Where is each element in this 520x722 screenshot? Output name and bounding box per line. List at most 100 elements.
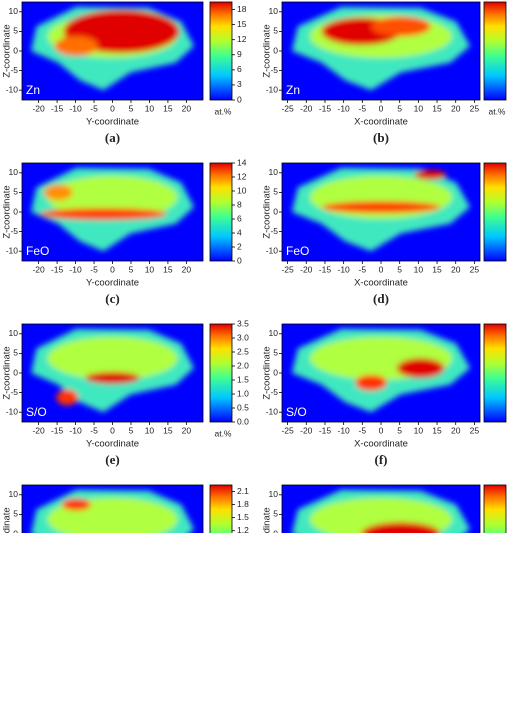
colorbar-tick-label: 2.5	[237, 346, 249, 356]
x-tick-label: 10	[145, 103, 155, 113]
x-axis-label: Y-coordinate	[86, 278, 139, 289]
y-tick-label: -5	[10, 65, 18, 75]
colorbar-tick-label: 15	[237, 19, 247, 29]
y-tick-label: 5	[13, 187, 18, 197]
species-label: S/O	[286, 405, 307, 419]
colorbar-tick-label: 0	[237, 94, 242, 104]
colorbar-unit: at.%	[488, 106, 505, 116]
x-tick-label: 10	[145, 425, 155, 435]
x-tick-label: 25	[470, 425, 480, 435]
x-tick-label: -25	[281, 425, 294, 435]
y-tick-label: 0	[13, 206, 18, 216]
colorbar	[209, 1, 233, 101]
y-tick-label: -5	[10, 387, 18, 397]
x-tick-label: 15	[163, 425, 173, 435]
x-tick-label: 10	[414, 264, 424, 274]
colorbar-tick-label: 8	[237, 199, 242, 209]
map-frame	[21, 484, 204, 533]
x-tick-label: -15	[51, 103, 64, 113]
colorbar	[483, 162, 507, 262]
x-tick-label: -20	[300, 425, 313, 435]
y-tick-label: 10	[9, 328, 19, 338]
panel: FeO -10 -5 0 5 10 Z-coordinate -20 -15 -10 -5 0 5 10 1…	[2, 157, 247, 306]
y-tick-label: 0	[273, 206, 278, 216]
y-axis-label: Z-coordinate	[262, 185, 273, 238]
colorbar-tick-label: 12	[237, 34, 247, 44]
species-label: S/O	[26, 405, 47, 419]
y-tick-label: 10	[269, 167, 279, 177]
colorbar	[209, 162, 233, 262]
x-tick-label: -10	[69, 425, 82, 435]
y-tick-label: -5	[270, 226, 278, 236]
x-tick-label: -10	[69, 264, 82, 274]
panel-label: (a)	[105, 130, 120, 145]
x-tick-label: 0	[379, 425, 384, 435]
panel-label: (b)	[373, 130, 389, 145]
sample-core	[309, 497, 453, 533]
x-tick-label: 15	[163, 103, 173, 113]
x-tick-label: 25	[470, 103, 480, 113]
x-tick-label: -25	[281, 264, 294, 274]
y-tick-label: 10	[9, 489, 19, 499]
y-tick-label: -10	[6, 245, 19, 255]
y-tick-label: 0	[273, 367, 278, 377]
colorbar-tick-label: 1.8	[237, 499, 249, 509]
map-field	[291, 167, 471, 252]
y-tick-label: 5	[13, 348, 18, 358]
x-tick-label: -20	[32, 103, 45, 113]
x-tick-label: -25	[281, 103, 294, 113]
panel: FeO -10 -5 0 5 10 Z-coordinate -25 -20 -15 -10 -5 0 5…	[262, 162, 507, 306]
colorbar-unit: at.%	[214, 106, 231, 116]
y-tick-label: 0	[13, 528, 18, 538]
hot-spot	[396, 358, 445, 378]
y-tick-label: -10	[6, 406, 19, 416]
x-tick-label: -5	[90, 425, 98, 435]
panel: 0 5 10 Z-coordinate 1.2 1.5 1.8 2.1	[2, 484, 249, 560]
y-tick-label: -5	[270, 387, 278, 397]
y-axis-label: Z-coordinate	[2, 24, 13, 77]
species-label: FeO	[26, 244, 49, 258]
panel: Zn -10 -5 0 5 10 Z-coordinate -25 -20 -15 -10 -5 0 5 1…	[262, 1, 507, 145]
x-tick-label: -10	[337, 264, 350, 274]
colorbar	[483, 484, 507, 533]
y-axis-label: Z-coordinate	[2, 507, 13, 560]
panel: 0 5 10 Z-coordinate	[262, 484, 507, 533]
x-axis-label: Y-coordinate	[86, 117, 139, 128]
x-tick-label: 0	[110, 264, 115, 274]
hot-spot	[321, 201, 441, 213]
colorbar-tick-label: 2.1	[237, 486, 249, 496]
y-tick-label: 5	[273, 348, 278, 358]
colorbar-tick-label: 4	[237, 227, 242, 237]
colorbar-tick-label: 3	[237, 79, 242, 89]
colorbar-tick-label: 3.5	[237, 318, 249, 328]
x-tick-label: 20	[182, 103, 192, 113]
hot-spot	[61, 498, 91, 511]
y-tick-label: 10	[9, 6, 19, 16]
x-tick-label: -15	[319, 425, 332, 435]
x-tick-label: 5	[129, 425, 134, 435]
colorbar-tick-label: 18	[237, 4, 247, 14]
hot-spot	[371, 16, 431, 37]
x-tick-label: -10	[337, 103, 350, 113]
x-tick-label: 5	[397, 264, 402, 274]
sample-core	[47, 336, 178, 380]
colorbar-tick-label: 1.2	[237, 525, 249, 535]
colorbar-tick-label: 9	[237, 49, 242, 59]
x-tick-label: 20	[182, 425, 192, 435]
hot-spot	[355, 374, 387, 391]
y-tick-label: 5	[273, 509, 278, 519]
y-tick-label: 10	[269, 328, 279, 338]
y-axis-label: Z-coordinate	[2, 185, 13, 238]
map-frame	[281, 484, 481, 533]
x-tick-label: 0	[379, 264, 384, 274]
hot-spot	[414, 169, 447, 180]
colorbar-tick-label: 1.0	[237, 388, 249, 398]
hot-spot	[40, 208, 167, 220]
y-tick-label: 5	[273, 26, 278, 36]
x-tick-label: -15	[319, 103, 332, 113]
x-tick-label: 0	[379, 103, 384, 113]
map-field	[31, 328, 194, 413]
colorbar-tick-label: 14	[237, 157, 247, 167]
x-tick-label: 10	[145, 264, 155, 274]
